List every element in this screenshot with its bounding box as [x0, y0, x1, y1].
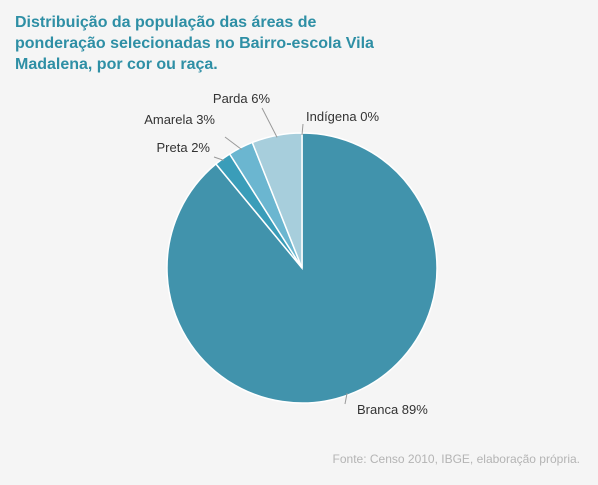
leader-line-amarela: [224, 136, 242, 150]
leader-line-branca: [344, 393, 348, 405]
data-label-amarela: Amarela 3%: [144, 112, 215, 127]
source-note: Fonte: Censo 2010, IBGE, elaboração próp…: [332, 452, 580, 466]
chart-title: Distribuição da população das áreas de p…: [15, 14, 374, 73]
data-label-preta: Preta 2%: [157, 140, 211, 155]
leader-line-indígena: [301, 123, 304, 136]
data-label-branca: Branca 89%: [357, 402, 428, 417]
leader-line-parda: [261, 107, 278, 138]
data-label-parda: Parda 6%: [213, 91, 271, 106]
data-label-indígena: Indígena 0%: [306, 109, 379, 124]
leader-line-preta: [213, 156, 224, 161]
